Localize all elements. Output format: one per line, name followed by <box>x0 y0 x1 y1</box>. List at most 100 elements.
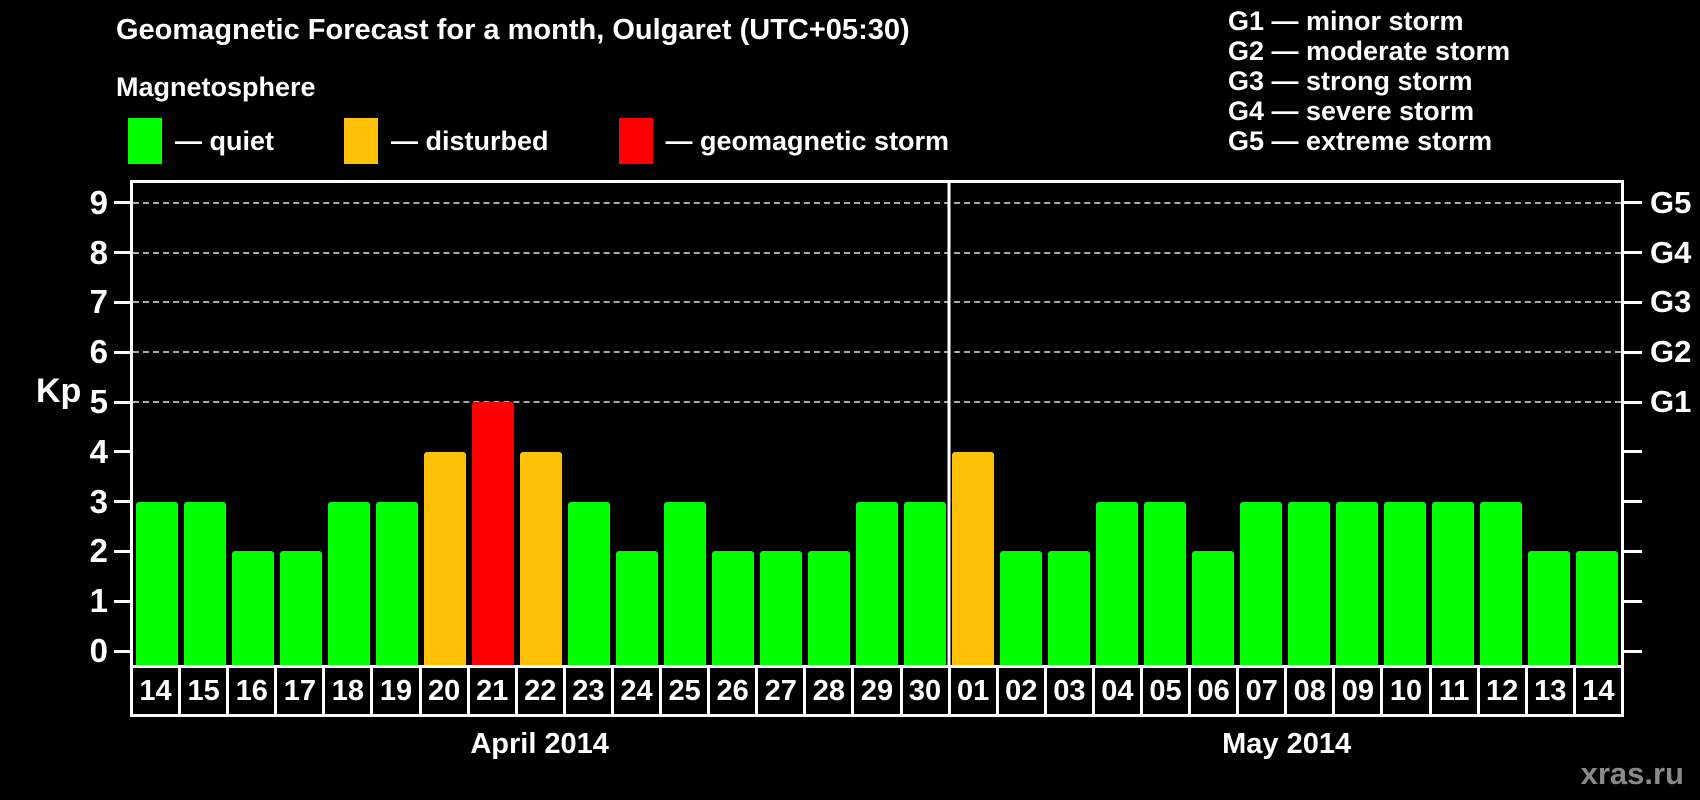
g-level-label: G2 <box>1650 334 1692 370</box>
date-cell: 17 <box>274 668 322 714</box>
legend-item-label: — geomagnetic storm <box>665 125 950 156</box>
bar-slot <box>949 183 997 665</box>
kp-bar-may-07 <box>1240 501 1282 665</box>
date-cell: 05 <box>1139 668 1188 714</box>
bar-slot <box>757 183 805 665</box>
y-tick-label: 7 <box>89 283 108 321</box>
y-tick-label: 3 <box>89 482 108 520</box>
date-cell: 30 <box>899 668 948 714</box>
bar-slot <box>1429 183 1477 665</box>
bar-slot <box>853 183 901 665</box>
date-cell: 04 <box>1091 668 1140 714</box>
magnetosphere-legend-title: Magnetosphere <box>116 72 316 102</box>
date-cell: 27 <box>755 668 803 714</box>
bar-slot <box>901 183 949 665</box>
bar-slot <box>1285 183 1333 665</box>
date-cell: 14 <box>1572 668 1621 714</box>
bar-slot <box>373 183 421 665</box>
kp-bar-may-10 <box>1384 501 1426 665</box>
right-axis-tick <box>1624 500 1642 504</box>
date-cell: 22 <box>514 668 563 714</box>
month-separator <box>947 183 951 665</box>
g-level-label: G5 <box>1650 184 1692 220</box>
legend-item-label: — disturbed <box>391 125 549 156</box>
month-label: April 2014 <box>470 728 609 760</box>
bar-slot <box>1189 183 1237 665</box>
kp-bar-april-30 <box>904 501 946 665</box>
bar-slot <box>1141 183 1189 665</box>
kp-bar-may-03 <box>1048 551 1090 665</box>
bar-slot <box>421 183 469 665</box>
y-tick-label: 8 <box>89 233 108 271</box>
bar-slot <box>1573 183 1621 665</box>
kp-bar-april-27 <box>760 551 802 665</box>
kp-bar-april-22 <box>520 451 562 665</box>
date-cell: 18 <box>322 668 370 714</box>
g-level-label: G1 <box>1650 384 1692 419</box>
gridline-kp5 <box>133 401 1621 403</box>
kp-bar-april-28 <box>808 551 850 665</box>
right-axis-tick <box>1624 649 1642 653</box>
date-cell: 28 <box>803 668 851 714</box>
bar-slot <box>1093 183 1141 665</box>
g-level-label: G3 <box>1650 284 1692 320</box>
plot-area <box>130 180 1624 668</box>
date-cell: 10 <box>1380 668 1428 714</box>
quiet-swatch <box>128 118 162 164</box>
bar-slot <box>661 183 709 665</box>
date-cell: 24 <box>610 668 659 714</box>
bar-slot <box>229 183 277 665</box>
date-cell: 08 <box>1284 668 1332 714</box>
date-cell: 06 <box>1188 668 1236 714</box>
y-tick-label: 0 <box>89 632 108 669</box>
date-cell: 23 <box>562 668 611 714</box>
date-cell: 12 <box>1476 668 1525 714</box>
date-cell: 14 <box>139 674 172 707</box>
kp-bar-april-18 <box>328 501 370 665</box>
right-axis-tick <box>1624 450 1642 454</box>
date-cell: 26 <box>707 668 755 714</box>
bar-slot <box>1333 183 1381 665</box>
g-scale-item: G5 — extreme storm <box>1228 126 1493 156</box>
gridline-kp9 <box>133 201 1621 204</box>
kp-bar-april-25 <box>664 501 706 665</box>
bar-slot <box>709 183 757 665</box>
date-cell: 13 <box>1524 668 1573 714</box>
y-tick-label: 9 <box>89 183 108 221</box>
g-scale-item: G1 — minor storm <box>1228 6 1464 36</box>
g-scale-item: G3 — strong storm <box>1228 66 1473 96</box>
disturbed-swatch <box>344 118 378 164</box>
kp-bar-may-14 <box>1576 551 1618 665</box>
month-axis: April 2014 May 2014 <box>130 728 1624 761</box>
y-tick-label: 2 <box>89 532 108 570</box>
date-cell: 03 <box>1043 668 1092 714</box>
bar-slot <box>133 183 181 665</box>
month-label: May 2014 <box>1222 728 1352 760</box>
kp-bar-may-02 <box>1000 551 1042 665</box>
kp-bar-may-09 <box>1336 501 1378 665</box>
legend-item-disturbed: — disturbed <box>344 118 549 164</box>
right-axis-tick <box>1624 350 1642 354</box>
bar-slot <box>1381 183 1429 665</box>
gridline-kp8 <box>133 251 1621 254</box>
g-scale-item: G4 — severe storm <box>1228 96 1475 126</box>
watermark: xras.ru <box>1580 756 1684 791</box>
gridline-kp6 <box>133 351 1621 354</box>
date-cell: 19 <box>370 668 418 714</box>
bar-slot <box>1525 183 1573 665</box>
kp-bar-may-13 <box>1528 551 1570 665</box>
right-axis-tick <box>1624 201 1642 205</box>
kp-bar-may-06 <box>1192 551 1234 665</box>
kp-bar-april-26 <box>712 551 754 665</box>
bar-slot <box>1045 183 1093 665</box>
date-cell: 09 <box>1332 668 1380 714</box>
date-cell: 11 <box>1428 668 1477 714</box>
bar-slot <box>469 183 517 665</box>
g-scale-item: G2 — moderate storm <box>1228 36 1511 66</box>
kp-bar-april-16 <box>232 551 274 665</box>
kp-bar-april-23 <box>568 501 610 665</box>
bar-slot <box>1237 183 1285 665</box>
date-cell: 01 <box>947 668 996 714</box>
bar-slot <box>1477 183 1525 665</box>
chart-title: Geomagnetic Forecast for a month, Oulgar… <box>116 14 910 46</box>
